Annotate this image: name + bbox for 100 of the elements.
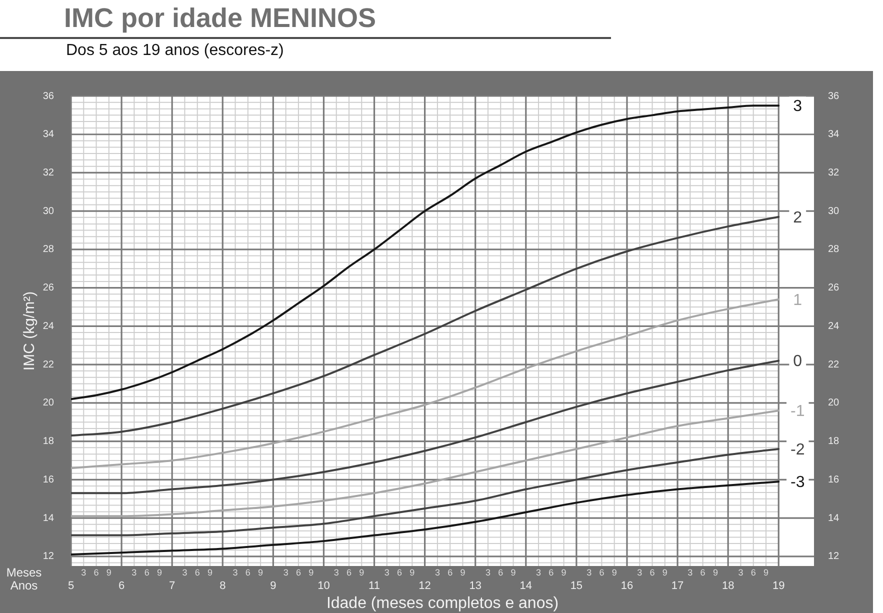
y-tick-label: 26 bbox=[42, 282, 54, 294]
text: Anos bbox=[10, 578, 38, 592]
x-tick-label: 17 bbox=[671, 580, 684, 592]
x-tick-label: 14 bbox=[520, 580, 532, 592]
x-axis-title: Idade (meses completos e anos) bbox=[326, 594, 559, 612]
text: 3 bbox=[384, 567, 390, 578]
text: 9 bbox=[612, 567, 617, 578]
chart-subtitle: Dos 5 aos 19 anos (escores-z) bbox=[66, 42, 284, 59]
text: 9 bbox=[510, 567, 516, 578]
line-series bbox=[71, 480, 780, 556]
text: 9 bbox=[308, 567, 314, 578]
y2-tick-label: 32 bbox=[828, 167, 840, 178]
x-tick-label: 7 bbox=[169, 580, 176, 592]
x-tick-label: 13 bbox=[469, 580, 482, 592]
text: 9 bbox=[712, 567, 718, 578]
x-tick-label: 8 bbox=[220, 580, 226, 592]
text: 3 bbox=[81, 567, 86, 578]
y2-tick-label: 22 bbox=[828, 359, 840, 370]
text: 6 bbox=[750, 567, 756, 578]
series-label: -1 bbox=[790, 403, 805, 420]
text: 9 bbox=[106, 567, 112, 578]
y2-tick-label: 24 bbox=[828, 320, 840, 332]
text: 3 bbox=[334, 567, 339, 578]
x-tick-label: 11 bbox=[368, 580, 380, 592]
line-series bbox=[71, 104, 780, 400]
y2-tick-label: 16 bbox=[828, 474, 840, 486]
y2-tick-label: 30 bbox=[828, 206, 840, 217]
text: 9 bbox=[662, 567, 668, 578]
text: 6 bbox=[599, 567, 604, 578]
text: 3 bbox=[485, 567, 490, 578]
text: 3 bbox=[132, 567, 137, 578]
text: 3 bbox=[637, 567, 642, 578]
text: 3 bbox=[688, 567, 693, 578]
text: 3 bbox=[586, 567, 592, 578]
x-tick-label: 6 bbox=[118, 580, 125, 592]
y2-tick-label: 28 bbox=[828, 244, 840, 256]
y-tick-label: 30 bbox=[42, 206, 54, 217]
y-tick-label: 34 bbox=[42, 129, 54, 140]
x-tick-label: 9 bbox=[270, 580, 276, 592]
y-tick-label: 16 bbox=[42, 474, 54, 486]
y2-tick-label: 36 bbox=[828, 90, 840, 102]
series-label: 1 bbox=[793, 292, 802, 309]
x-tick-label: 10 bbox=[318, 580, 330, 592]
text: Meses bbox=[6, 565, 42, 580]
y2-tick-label: 20 bbox=[828, 398, 840, 409]
text: 6 bbox=[650, 567, 655, 578]
series-label: -2 bbox=[790, 441, 805, 458]
text: 3 bbox=[182, 567, 188, 578]
text: 9 bbox=[207, 567, 213, 578]
text: 6 bbox=[194, 567, 200, 578]
series-label: 3 bbox=[793, 98, 802, 115]
x-tick-label: 5 bbox=[68, 580, 74, 592]
series-label: 0 bbox=[793, 353, 802, 370]
y2-tick-label: 12 bbox=[828, 551, 840, 562]
text: 6 bbox=[548, 567, 554, 578]
x-tick-label: 12 bbox=[418, 580, 431, 592]
x-tick-label: 15 bbox=[570, 580, 583, 592]
y-tick-label: 28 bbox=[42, 244, 54, 256]
text: 3 bbox=[738, 567, 744, 578]
text: 6 bbox=[397, 567, 402, 578]
series-label: -3 bbox=[790, 474, 805, 491]
series-label: 2 bbox=[793, 209, 802, 226]
text: 3 bbox=[283, 567, 288, 578]
text: 6 bbox=[448, 567, 453, 578]
text: 6 bbox=[346, 567, 352, 578]
text: 9 bbox=[763, 567, 768, 578]
text: 9 bbox=[359, 567, 364, 578]
y2-tick-label: 14 bbox=[828, 512, 840, 524]
y-tick-label: 20 bbox=[42, 398, 54, 409]
y-tick-label: 14 bbox=[42, 512, 54, 524]
x-tick-label: 16 bbox=[620, 580, 634, 592]
x-tick-label: 19 bbox=[772, 580, 785, 592]
text: 3 bbox=[536, 567, 542, 578]
y2-tick-label: 34 bbox=[828, 129, 840, 140]
text: 9 bbox=[561, 567, 566, 578]
y-axis-title: IMC (kg/m²) bbox=[21, 291, 38, 371]
y-tick-label: 12 bbox=[42, 551, 54, 562]
y-tick-label: 24 bbox=[42, 320, 54, 332]
y2-tick-label: 26 bbox=[828, 282, 840, 294]
text: 6 bbox=[296, 567, 301, 578]
line-series bbox=[71, 410, 780, 518]
line-series bbox=[71, 360, 780, 494]
text: 6 bbox=[498, 567, 504, 578]
line-series bbox=[71, 448, 780, 536]
y-tick-label: 32 bbox=[42, 167, 54, 178]
y-tick-label: 36 bbox=[42, 90, 54, 102]
y-tick-label: 18 bbox=[42, 436, 54, 448]
y2-tick-label: 18 bbox=[828, 436, 840, 448]
text: 6 bbox=[700, 567, 706, 578]
text: 9 bbox=[410, 567, 415, 578]
text: 9 bbox=[460, 567, 466, 578]
line-series bbox=[71, 298, 780, 470]
line-series bbox=[71, 216, 780, 437]
chart-title: IMC por idade MENINOS bbox=[64, 3, 376, 33]
text: 6 bbox=[245, 567, 250, 578]
text: 9 bbox=[258, 567, 264, 578]
text: 9 bbox=[156, 567, 162, 578]
text: 3 bbox=[434, 567, 440, 578]
y-tick-label: 22 bbox=[42, 359, 54, 370]
text: 6 bbox=[144, 567, 150, 578]
